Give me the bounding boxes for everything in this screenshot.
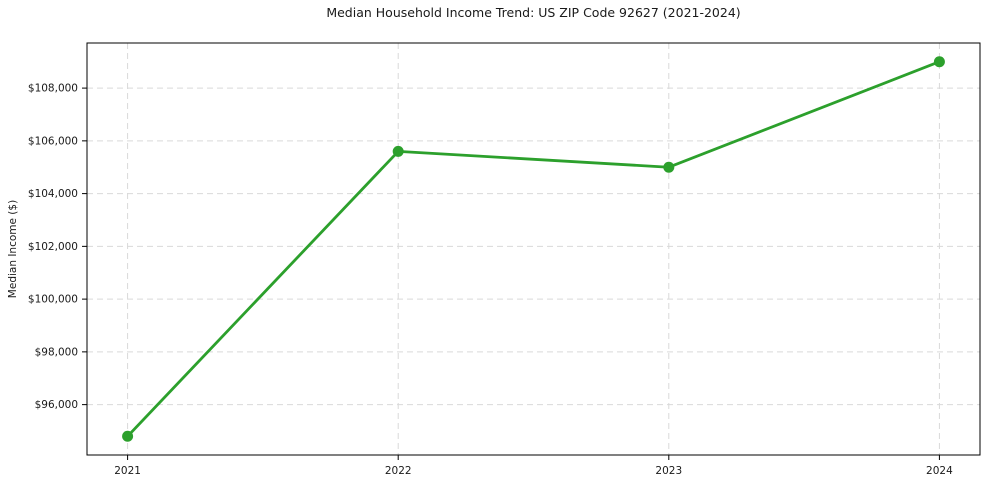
y-axis-title: Median Income ($)	[7, 199, 19, 299]
axes-box	[86, 42, 981, 456]
y-tick-label: $106,000	[28, 135, 78, 147]
data-point	[933, 56, 945, 68]
chart-title: Median Household Income Trend: US ZIP Co…	[326, 5, 741, 20]
y-tick-label: $104,000	[28, 188, 78, 200]
x-tick-label: 2023	[655, 465, 682, 477]
y-tick-label: $98,000	[35, 346, 78, 358]
y-tick-label: $108,000	[28, 83, 78, 95]
data-point	[392, 145, 404, 157]
x-tick-label: 2022	[385, 465, 412, 477]
y-tick-label: $102,000	[28, 241, 78, 253]
data-point	[122, 430, 134, 442]
x-tick-label: 2024	[926, 465, 953, 477]
data-point	[663, 161, 675, 173]
y-tick-label: $96,000	[35, 399, 78, 411]
x-tick-label: 2021	[114, 465, 141, 477]
y-tick-label: $100,000	[28, 294, 78, 306]
data-line	[126, 60, 941, 438]
